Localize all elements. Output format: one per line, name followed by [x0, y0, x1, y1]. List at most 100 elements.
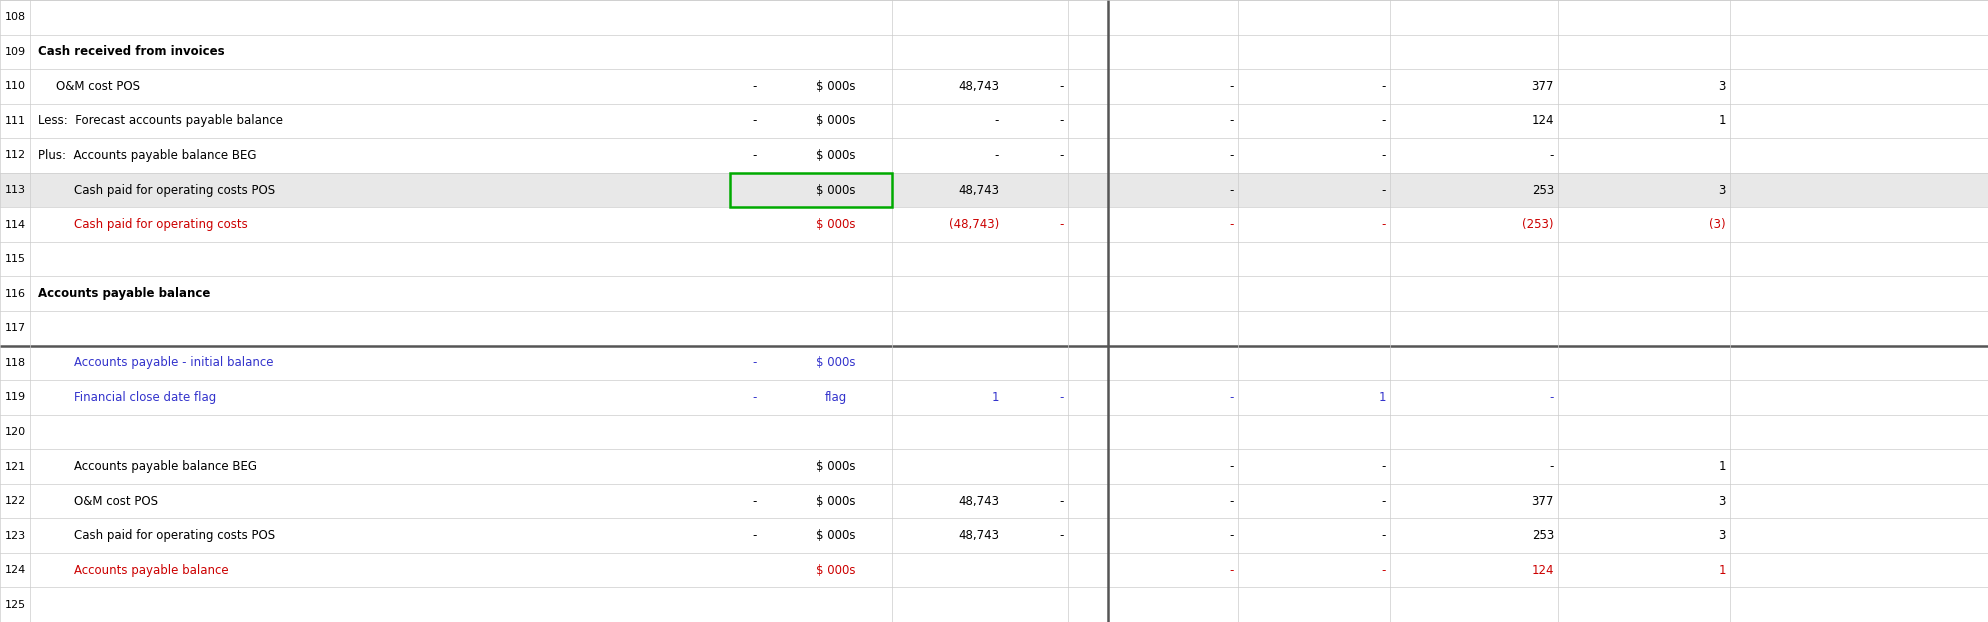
Text: -: -	[1231, 114, 1235, 128]
Text: 1: 1	[1718, 564, 1726, 577]
Text: -: -	[753, 80, 757, 93]
Text: Financial close date flag: Financial close date flag	[74, 391, 217, 404]
Text: -: -	[1382, 80, 1386, 93]
Text: 111: 111	[4, 116, 26, 126]
Text: flag: flag	[825, 391, 847, 404]
Text: 113: 113	[4, 185, 26, 195]
Text: 1: 1	[1718, 460, 1726, 473]
Text: -: -	[1060, 218, 1064, 231]
Text: -: -	[1382, 218, 1386, 231]
Text: -: -	[1382, 114, 1386, 128]
Text: Less:  Forecast accounts payable balance: Less: Forecast accounts payable balance	[38, 114, 282, 128]
Text: 253: 253	[1531, 183, 1555, 197]
Text: Cash paid for operating costs POS: Cash paid for operating costs POS	[74, 529, 274, 542]
Text: 1: 1	[1378, 391, 1386, 404]
Text: 124: 124	[4, 565, 26, 575]
Text: 48,743: 48,743	[958, 183, 1000, 197]
Text: $ 000s: $ 000s	[817, 529, 855, 542]
Text: -: -	[1382, 529, 1386, 542]
Text: -: -	[1382, 149, 1386, 162]
Text: 124: 124	[1531, 564, 1555, 577]
Text: 124: 124	[1531, 114, 1555, 128]
Text: 3: 3	[1718, 529, 1726, 542]
Text: O&M cost POS: O&M cost POS	[74, 494, 157, 508]
Text: -: -	[1382, 183, 1386, 197]
Bar	[730, 173, 893, 207]
Text: -: -	[1060, 114, 1064, 128]
Text: 114: 114	[4, 220, 26, 230]
Text: Accounts payable balance: Accounts payable balance	[38, 287, 211, 300]
Text: $ 000s: $ 000s	[817, 149, 855, 162]
Text: -: -	[753, 494, 757, 508]
Text: $ 000s: $ 000s	[817, 218, 855, 231]
Text: -: -	[1060, 80, 1064, 93]
Text: Cash paid for operating costs POS: Cash paid for operating costs POS	[74, 183, 274, 197]
Text: -: -	[1231, 183, 1235, 197]
Text: 48,743: 48,743	[958, 80, 1000, 93]
Text: -: -	[1231, 218, 1235, 231]
Text: 121: 121	[4, 462, 26, 471]
Text: 123: 123	[4, 531, 26, 541]
Text: 110: 110	[4, 81, 26, 91]
Bar	[0, 173, 1988, 207]
Text: O&M cost POS: O&M cost POS	[56, 80, 139, 93]
Text: -: -	[1231, 149, 1235, 162]
Text: 377: 377	[1531, 80, 1555, 93]
Text: -: -	[1382, 494, 1386, 508]
Text: $ 000s: $ 000s	[817, 356, 855, 369]
Text: -: -	[1382, 564, 1386, 577]
Text: (253): (253)	[1523, 218, 1555, 231]
Text: -: -	[1549, 149, 1555, 162]
Text: 122: 122	[4, 496, 26, 506]
Text: 125: 125	[4, 600, 26, 610]
Text: -: -	[1060, 494, 1064, 508]
Text: -: -	[1060, 529, 1064, 542]
Text: 48,743: 48,743	[958, 494, 1000, 508]
Text: -: -	[1549, 460, 1555, 473]
Text: 115: 115	[4, 254, 26, 264]
Text: -: -	[1549, 391, 1555, 404]
Text: Accounts payable balance BEG: Accounts payable balance BEG	[74, 460, 256, 473]
Text: $ 000s: $ 000s	[817, 494, 855, 508]
Text: $ 000s: $ 000s	[817, 460, 855, 473]
Text: 117: 117	[4, 323, 26, 333]
Text: $ 000s: $ 000s	[817, 80, 855, 93]
Text: -: -	[1231, 460, 1235, 473]
Text: (48,743): (48,743)	[948, 218, 1000, 231]
Text: 112: 112	[4, 151, 26, 160]
Text: 1: 1	[992, 391, 1000, 404]
Text: Plus:  Accounts payable balance BEG: Plus: Accounts payable balance BEG	[38, 149, 256, 162]
Text: 377: 377	[1531, 494, 1555, 508]
Text: -: -	[994, 114, 1000, 128]
Text: -: -	[1231, 494, 1235, 508]
Text: Accounts payable balance: Accounts payable balance	[74, 564, 229, 577]
Text: -: -	[1231, 529, 1235, 542]
Text: 3: 3	[1718, 494, 1726, 508]
Text: Accounts payable - initial balance: Accounts payable - initial balance	[74, 356, 274, 369]
Text: -: -	[1060, 391, 1064, 404]
Text: -: -	[753, 391, 757, 404]
Text: -: -	[1231, 391, 1235, 404]
Text: 120: 120	[4, 427, 26, 437]
Text: 3: 3	[1718, 183, 1726, 197]
Text: -: -	[753, 356, 757, 369]
Text: (3): (3)	[1710, 218, 1726, 231]
Text: -: -	[1060, 149, 1064, 162]
Text: Cash paid for operating costs: Cash paid for operating costs	[74, 218, 248, 231]
Text: 1: 1	[1718, 114, 1726, 128]
Text: -: -	[753, 149, 757, 162]
Text: 116: 116	[4, 289, 26, 299]
Text: -: -	[753, 529, 757, 542]
Text: 119: 119	[4, 392, 26, 402]
Text: $ 000s: $ 000s	[817, 564, 855, 577]
Text: 253: 253	[1531, 529, 1555, 542]
Text: 109: 109	[4, 47, 26, 57]
Text: -: -	[753, 114, 757, 128]
Text: Cash received from invoices: Cash received from invoices	[38, 45, 225, 58]
Text: $ 000s: $ 000s	[817, 114, 855, 128]
Text: -: -	[994, 149, 1000, 162]
Text: 108: 108	[4, 12, 26, 22]
Text: 118: 118	[4, 358, 26, 368]
Text: $ 000s: $ 000s	[817, 183, 855, 197]
Text: -: -	[1231, 564, 1235, 577]
